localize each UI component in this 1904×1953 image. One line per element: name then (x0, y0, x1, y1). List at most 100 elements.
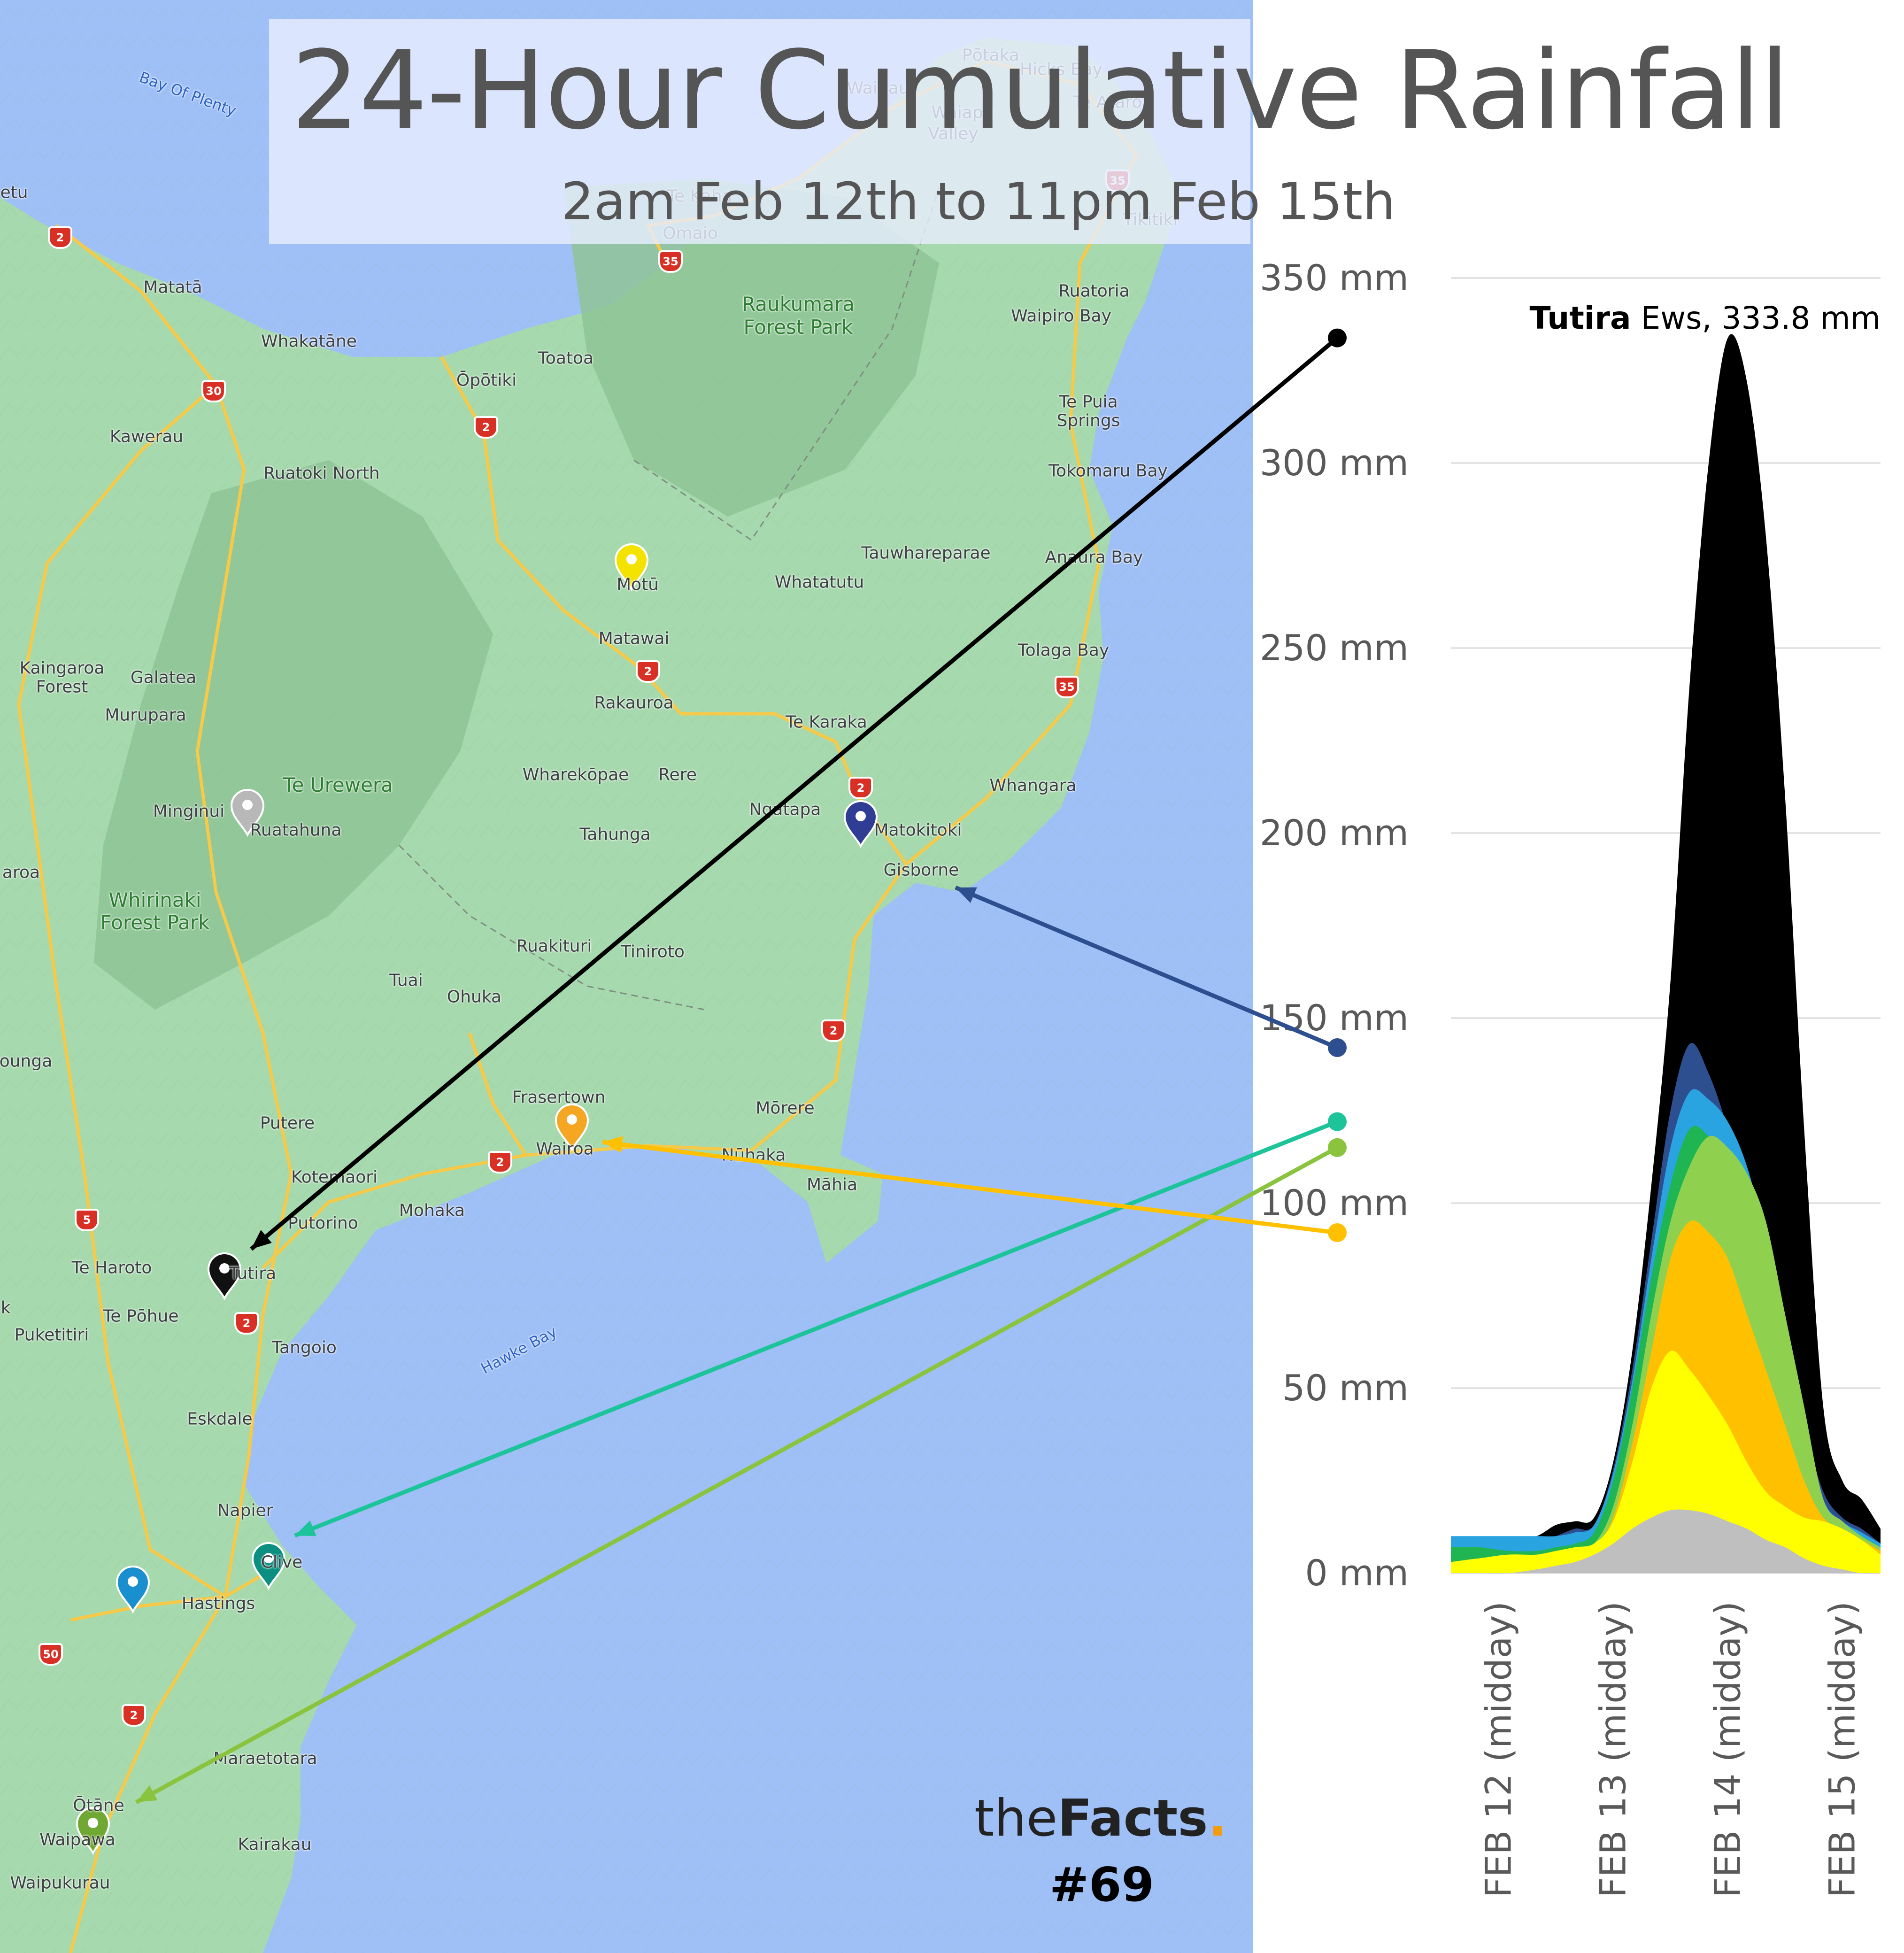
place-label: Motū (616, 575, 659, 594)
highway-shield: 2 (488, 1151, 512, 1173)
place-label: Galatea (130, 668, 197, 687)
connector-arrow (602, 1136, 1347, 1243)
page-title: 24-Hour Cumulative Rainfall (291, 28, 1790, 154)
place-label: Kawerau (109, 427, 184, 447)
highway-shield: 5 (75, 1209, 99, 1231)
annotation-value: Ews, 333.8 mm (1631, 300, 1881, 336)
place-label: Putere (260, 1113, 315, 1133)
y-tick-label: 300 mm (1260, 442, 1409, 484)
highway-shield: 30 (201, 380, 226, 402)
y-tick-label: 100 mm (1260, 1182, 1409, 1224)
place-label: Te Karaka (786, 712, 867, 732)
place-label: Mōrere (755, 1098, 815, 1118)
brand-logo: theFacts. (974, 1789, 1227, 1848)
place-label: Minginui (153, 802, 225, 821)
highway-shield: 2 (636, 660, 660, 683)
page-subtitle: 2am Feb 12th to 11pm Feb 15th (561, 171, 1395, 232)
place-label: Tangoio (272, 1338, 337, 1358)
highway-shield: 2 (848, 777, 873, 799)
place-label: Waipukurau (10, 1873, 110, 1893)
station-marker-icon (76, 1807, 110, 1855)
y-tick-label: 150 mm (1260, 997, 1409, 1039)
chart-panel (1253, 0, 1904, 1953)
title-panel (269, 19, 1250, 244)
brand-prefix: the (974, 1789, 1058, 1848)
station-marker-icon (251, 1542, 286, 1590)
peak-annotation: Tutira Ews, 333.8 mm (1529, 300, 1881, 336)
place-label: Ruatahuna (250, 820, 342, 840)
place-label: Tuai (389, 971, 423, 990)
y-tick-label: 350 mm (1260, 257, 1409, 299)
series-areas (1451, 334, 1881, 1574)
station-marker-icon (207, 1252, 242, 1301)
highway-shield: 35 (1055, 676, 1079, 698)
connector-arrow (135, 1138, 1347, 1804)
place-label: Te Pōhue (103, 1306, 179, 1326)
place-label: Whakatāne (261, 332, 357, 351)
place-label: Te Puia (1059, 392, 1118, 412)
place-label: aroa (2, 863, 40, 882)
station-marker-icon (843, 800, 878, 849)
place-label: Gisborne (883, 860, 959, 880)
place-label: Frasertown (512, 1088, 606, 1107)
connector-arrows (135, 328, 1347, 1804)
place-label: Matatā (143, 278, 202, 297)
place-label: Tiniroto (621, 942, 685, 962)
place-label: Putorino (288, 1213, 358, 1233)
district-borders (398, 187, 940, 1011)
place-label: Mohaka (399, 1201, 465, 1220)
place-label: Tolaga Bay (1018, 641, 1110, 660)
place-label: Hastings (181, 1594, 255, 1613)
station-marker-icon (614, 543, 649, 592)
place-label: etu (0, 183, 28, 202)
place-label: Napier (217, 1501, 273, 1521)
place-label: Ruatoria (1058, 281, 1130, 301)
place-label: Anaura Bay (1045, 548, 1143, 567)
place-label: Waipawa (39, 1830, 116, 1850)
place-label: Whangara (989, 776, 1077, 795)
place-label: Te Haroto (71, 1258, 152, 1278)
highway-shield: 2 (48, 226, 72, 249)
issue-number: #69 (1049, 1857, 1154, 1912)
place-label: k (0, 1298, 11, 1318)
x-tick-label: FEB 12 (midday) (1478, 1601, 1519, 1898)
x-tick-label: FEB 13 (midday) (1592, 1601, 1634, 1898)
y-axis: 0 mm 50 mm 100 mm 150 mm 200 mm 250 mm 300 mm 3… (1260, 257, 1409, 1594)
place-label: Matokitoki (874, 820, 962, 840)
park-label: Raukumara (742, 292, 855, 316)
park-label: Forest Park (743, 315, 853, 339)
place-label: Ōtāne (73, 1796, 124, 1815)
place-label: Rakauroa (594, 693, 674, 713)
brand-name: Facts (1057, 1789, 1208, 1848)
series-area (1451, 1351, 1881, 1573)
y-tick-label: 50 mm (1282, 1367, 1409, 1409)
place-label: Wairoa (536, 1139, 594, 1159)
place-label: Ruakituri (516, 936, 592, 956)
y-tick-label: 200 mm (1260, 812, 1409, 854)
annotation-station: Tutira (1529, 300, 1631, 336)
place-label: ounga (0, 1051, 53, 1071)
place-label: Waipiro Bay (1011, 306, 1111, 326)
place-label: Forest (36, 677, 88, 697)
highway-shield: 35 (658, 250, 683, 273)
place-label: Whatatutu (774, 572, 864, 592)
highway-shield: 2 (474, 416, 498, 439)
place-label: Tutira (229, 1264, 277, 1283)
place-label: Eskdale (187, 1409, 253, 1429)
place-label: Murupara (105, 705, 186, 725)
station-marker-icon (116, 1566, 150, 1614)
y-tick-label: 250 mm (1260, 627, 1409, 669)
place-label: Ohuka (447, 987, 502, 1007)
place-label: Kairakau (238, 1835, 312, 1854)
x-tick-label: FEB 14 (midday) (1707, 1601, 1749, 1898)
park-label: Whirinaki (108, 888, 201, 911)
place-label: Tahunga (579, 825, 651, 844)
place-label: Wharekōpae (522, 765, 629, 785)
park-label: Te Urewera (283, 773, 393, 796)
highway-shield: 2 (122, 1704, 146, 1727)
place-label: Toatoa (538, 348, 594, 368)
connector-arrow (294, 1112, 1347, 1538)
highway-shield: 2 (821, 1019, 846, 1042)
